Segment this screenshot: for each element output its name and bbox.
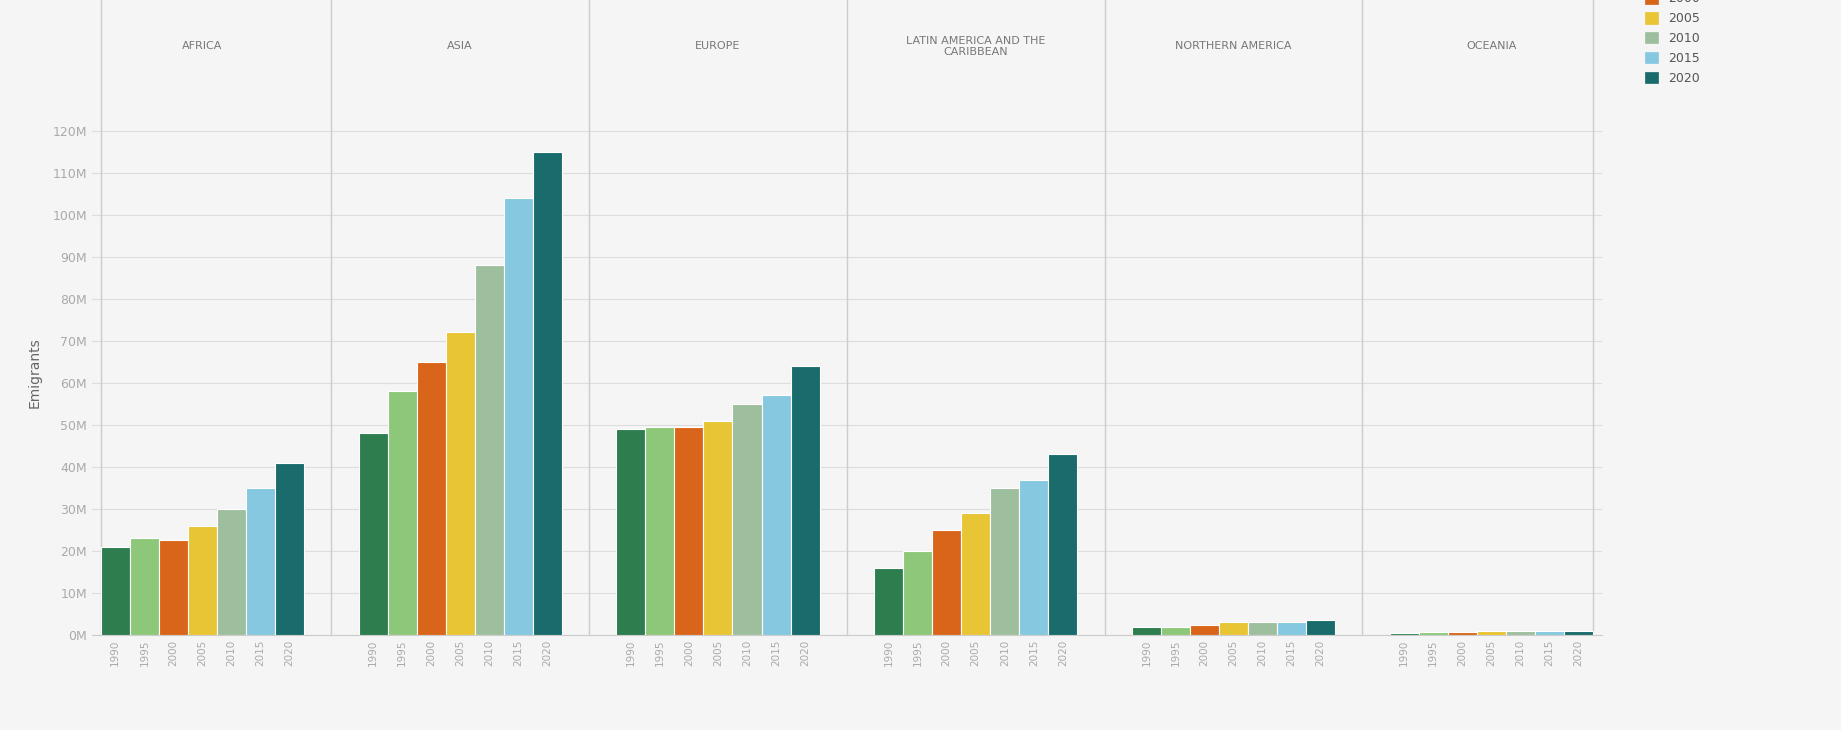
Text: LATIN AMERICA AND THE
CARIBBEAN: LATIN AMERICA AND THE CARIBBEAN (906, 36, 1046, 57)
Bar (646, 427, 674, 635)
Legend: 1990, 1995, 2000, 2005, 2010, 2015, 2020: 1990, 1995, 2000, 2005, 2010, 2015, 2020 (1624, 0, 1721, 85)
Bar (990, 488, 1020, 635)
Bar (388, 391, 416, 635)
Bar (932, 530, 961, 635)
Bar (1390, 633, 1419, 635)
Bar (247, 488, 274, 635)
Bar (617, 429, 646, 635)
Bar (1506, 631, 1535, 635)
Bar (733, 404, 762, 635)
Bar (274, 463, 304, 635)
Bar (1132, 626, 1162, 635)
Bar (1305, 620, 1335, 635)
Bar (904, 551, 932, 635)
Bar (446, 332, 475, 635)
Text: EUROPE: EUROPE (696, 42, 740, 51)
Bar (1248, 623, 1278, 635)
Bar (475, 265, 504, 635)
Bar (504, 198, 532, 635)
Text: ASIA: ASIA (447, 42, 473, 51)
Bar (1419, 632, 1447, 635)
Bar (1219, 623, 1248, 635)
Bar (1476, 631, 1506, 635)
Bar (1189, 625, 1219, 635)
Y-axis label: Emigrants: Emigrants (28, 337, 42, 407)
Text: AFRICA: AFRICA (182, 42, 223, 51)
Bar (532, 152, 562, 635)
Bar (1447, 631, 1476, 635)
Bar (1048, 454, 1077, 635)
Bar (790, 366, 819, 635)
Bar (131, 539, 158, 635)
Bar (1162, 626, 1189, 635)
Bar (762, 396, 790, 635)
Bar (217, 509, 247, 635)
Bar (874, 568, 904, 635)
Bar (188, 526, 217, 635)
Bar (416, 362, 446, 635)
Bar (674, 427, 703, 635)
Bar (1278, 623, 1305, 635)
Bar (101, 547, 131, 635)
Bar (1020, 480, 1048, 635)
Bar (359, 434, 388, 635)
Text: NORTHERN AMERICA: NORTHERN AMERICA (1175, 42, 1292, 51)
Bar (1535, 631, 1563, 635)
Bar (961, 513, 990, 635)
Bar (703, 420, 733, 635)
Text: OCEANIA: OCEANIA (1465, 42, 1517, 51)
Bar (1563, 631, 1592, 635)
Bar (158, 540, 188, 635)
